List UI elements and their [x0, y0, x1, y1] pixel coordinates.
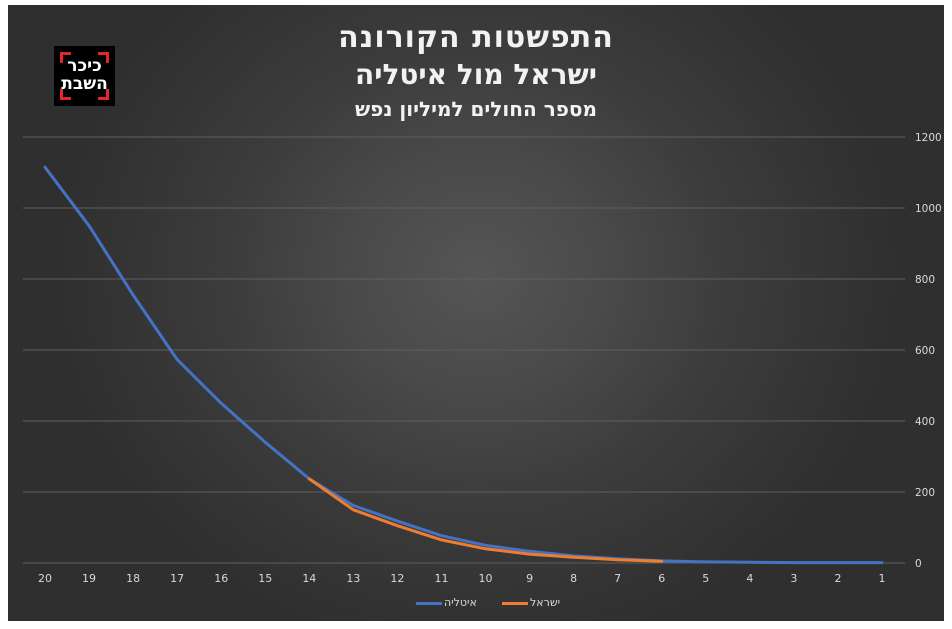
x-tick-label: 14: [302, 572, 316, 585]
x-tick-label: 12: [390, 572, 404, 585]
legend-label-israel: ישראל: [530, 596, 561, 609]
x-tick-label: 7: [614, 572, 621, 585]
x-tick-label: 4: [746, 572, 753, 585]
x-tick-label: 13: [346, 572, 360, 585]
y-tick-label: 800: [915, 274, 935, 286]
y-tick-label: 1000: [915, 203, 942, 215]
legend-swatch-italy: [416, 601, 442, 605]
x-tick-label: 15: [258, 572, 272, 585]
x-tick-label: 1: [879, 572, 886, 585]
x-tick-label: 5: [702, 572, 709, 585]
chart-title: התפשטות הקורונה: [338, 20, 614, 55]
logo-corner-mark: [60, 89, 71, 100]
logo-text-line-2: השבת: [61, 74, 108, 94]
x-tick-label: 8: [570, 572, 577, 585]
chart-frame: [8, 5, 944, 621]
legend-label-italy: איטליה: [444, 596, 477, 609]
x-tick-label: 19: [82, 572, 96, 585]
x-tick-label: 17: [170, 572, 184, 585]
legend-item-italy: איטליה: [416, 596, 477, 609]
legend-item-israel: ישראל: [502, 596, 560, 609]
x-tick-label: 20: [38, 572, 52, 585]
y-tick-label: 0: [915, 558, 922, 570]
x-tick-label: 9: [526, 572, 533, 585]
x-tick-label: 11: [434, 572, 448, 585]
x-tick-label: 16: [214, 572, 228, 585]
x-tick-label: 18: [126, 572, 140, 585]
y-tick-label: 200: [915, 487, 935, 499]
series-line-israel: [307, 477, 664, 563]
x-tick-label: 10: [479, 572, 493, 585]
logo-corner-mark: [98, 52, 109, 63]
x-tick-label: 2: [834, 572, 841, 585]
y-tick-label: 1200: [915, 132, 942, 144]
logo-corner-mark: [98, 89, 109, 100]
chart-caption: מספר החולים למיליון נפש: [355, 97, 597, 121]
logo-text-line-1: כיכר: [67, 56, 102, 76]
x-tick-label: 3: [790, 572, 797, 585]
chart-subtitle: ישראל מול איטליה: [354, 58, 598, 91]
y-tick-label: 400: [915, 416, 935, 428]
series-line-italy: [43, 165, 884, 565]
y-tick-label: 600: [915, 345, 935, 357]
x-tick-label: 6: [658, 572, 665, 585]
brand-logo: כיכר השבת: [54, 46, 115, 106]
logo-corner-mark: [60, 52, 71, 63]
legend-swatch-israel: [502, 601, 528, 605]
